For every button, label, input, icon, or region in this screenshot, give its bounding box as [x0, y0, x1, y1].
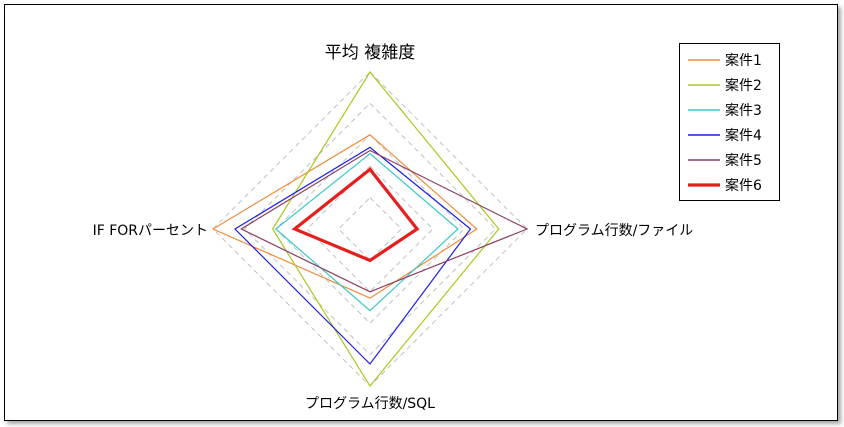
grid-ring: [212, 71, 528, 387]
legend-entries: 案件1 案件2 案件3 案件4 案件5 案件6: [688, 52, 762, 194]
legend-label-1: 案件1: [725, 52, 762, 69]
series-line-4: [234, 146, 472, 365]
series-line-3: [274, 152, 459, 312]
grid-ring: [337, 196, 403, 262]
axis-label-if-for-percent: IF FORパーセント: [93, 223, 208, 239]
series-line-2: [271, 70, 500, 388]
legend-label-2: 案件2: [725, 77, 762, 94]
legend-label-6: 案件6: [725, 177, 762, 194]
legend-label-3: 案件3: [725, 102, 762, 119]
legend-label-5: 案件5: [725, 152, 762, 169]
series-line-1: [211, 134, 478, 299]
radar-grid: [212, 71, 528, 387]
axis-label-avg-complexity: 平均 複雑度: [325, 43, 415, 63]
series-line-5: [240, 149, 529, 293]
axis-label-lines-per-sql: プログラム行数/SQL: [305, 396, 435, 412]
radar-series: [211, 70, 529, 388]
legend: 案件1 案件2 案件3 案件4 案件5 案件6: [679, 43, 780, 201]
grid-ring: [275, 134, 465, 324]
grid-ring: [243, 102, 497, 356]
series-line-6: [291, 167, 420, 263]
legend-label-4: 案件4: [725, 127, 762, 144]
axis-label-lines-per-file: プログラム行数/ファイル: [535, 223, 693, 239]
axis-labels: 平均 複雑度 プログラム行数/ファイル プログラム行数/SQL IF FORパー…: [93, 43, 694, 412]
